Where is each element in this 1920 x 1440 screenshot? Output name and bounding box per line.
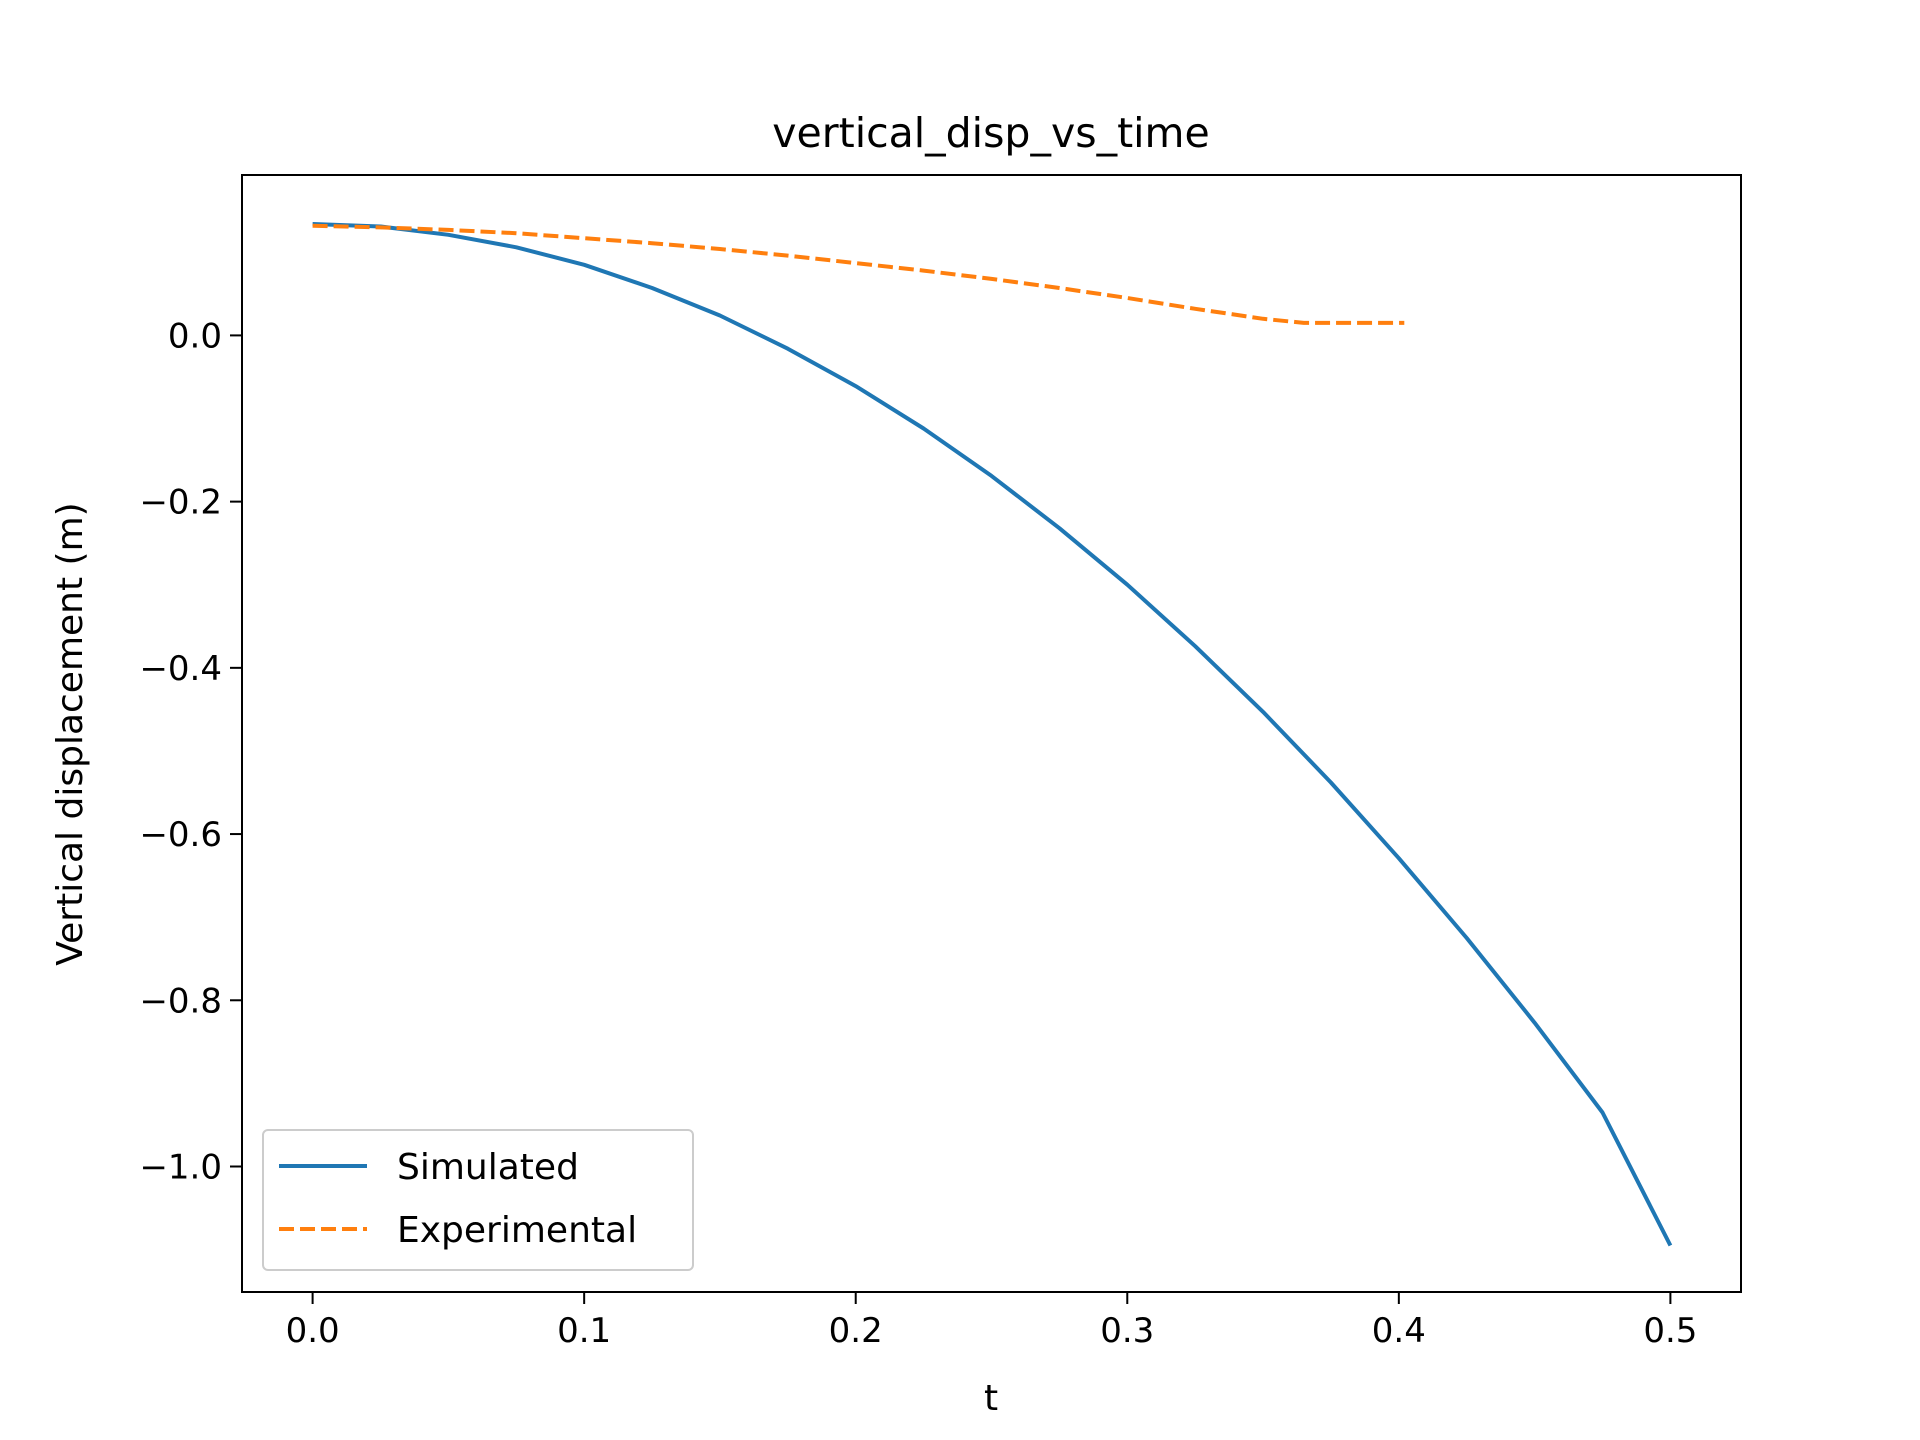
x-tick-label: 0.1 bbox=[557, 1311, 611, 1351]
y-tick-label: 0.0 bbox=[168, 316, 222, 356]
series-line-experimental bbox=[312, 223, 1405, 325]
x-axis-ticks: 0.0 0.1 0.2 0.3 0.4 0.5 bbox=[286, 1292, 1697, 1351]
legend-label-simulated: Simulated bbox=[397, 1147, 579, 1188]
y-axis-ticks: 0.0 −0.2 −0.4 −0.6 −0.8 −1.0 bbox=[139, 316, 242, 1188]
x-tick-label: 0.0 bbox=[286, 1311, 340, 1351]
plot-lines bbox=[312, 222, 1673, 1247]
series-line-simulated bbox=[312, 222, 1673, 1247]
x-tick-label: 0.2 bbox=[829, 1311, 883, 1351]
legend-box bbox=[262, 1129, 694, 1271]
y-tick-label: −1.0 bbox=[139, 1148, 222, 1188]
x-tick-label: 0.5 bbox=[1643, 1311, 1697, 1351]
chart-title: vertical_disp_vs_time bbox=[772, 109, 1209, 157]
y-tick-label: −0.2 bbox=[139, 483, 222, 523]
legend: Simulated Experimental bbox=[262, 1129, 694, 1271]
y-tick-label: −0.8 bbox=[139, 981, 222, 1021]
y-axis-label: Vertical displacement (m) bbox=[50, 502, 91, 965]
x-tick-label: 0.3 bbox=[1100, 1311, 1154, 1351]
x-tick-label: 0.4 bbox=[1372, 1311, 1426, 1351]
x-axis-label: t bbox=[984, 1378, 998, 1419]
y-tick-label: −0.6 bbox=[139, 815, 222, 855]
axes-frame bbox=[241, 174, 1742, 1293]
y-tick-label: −0.4 bbox=[139, 649, 222, 689]
legend-label-experimental: Experimental bbox=[397, 1210, 637, 1251]
